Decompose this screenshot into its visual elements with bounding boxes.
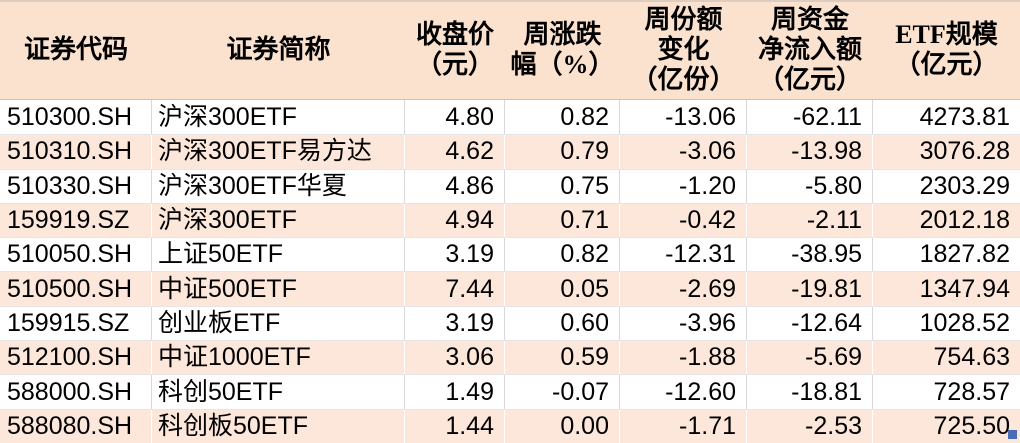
cell-name[interactable]: 创业板ETF xyxy=(152,306,405,341)
table-row: 510500.SH 中证500ETF 7.44 0.05 -2.69 -19.81 1347… xyxy=(0,271,1020,306)
cell-weekly_share_change_100m_units[interactable]: -2.69 xyxy=(620,272,747,306)
table-row: 159919.SZ 沪深300ETF 4.94 0.71 -0.42 -2.11 2012.… xyxy=(0,202,1020,238)
cell-code[interactable]: 510300.SH xyxy=(0,100,152,135)
cell-weekly_net_inflow_100m_yuan[interactable]: -5.80 xyxy=(747,169,873,203)
cell-etf_scale_100m_yuan[interactable]: 754.63 xyxy=(933,343,1010,372)
cell-weekly_share_change_100m_units[interactable]: -1.20 xyxy=(620,169,747,203)
cell-close_price_yuan[interactable]: 1.49 xyxy=(405,375,505,409)
cell-etf_scale_100m_yuan[interactable]: 2012.18 xyxy=(919,206,1010,235)
cell-close_price_yuan[interactable]: 4.80 xyxy=(405,100,505,135)
column-header-name[interactable]: 证券简称 xyxy=(226,34,331,64)
cell-weekly_change_pct[interactable]: 0.05 xyxy=(505,272,620,306)
table-row: 510310.SH 沪深300ETF易方达 4.62 0.79 -3.06 -13.98 3… xyxy=(0,134,1020,169)
cell-name[interactable]: 科创50ETF xyxy=(152,375,405,409)
cell-etf_scale_100m_yuan[interactable]: 725.50 xyxy=(933,411,1010,440)
cell-etf_scale_100m_yuan[interactable]: 728.57 xyxy=(933,377,1010,406)
cell-weekly_change_pct[interactable]: 0.00 xyxy=(505,409,620,443)
cell-name[interactable]: 沪深300ETF易方达 xyxy=(152,135,405,169)
cell-code[interactable]: 510050.SH xyxy=(0,238,152,272)
cell-name[interactable]: 上证50ETF xyxy=(152,238,405,272)
column-header-close-price[interactable]: 收盘价 （元） xyxy=(415,19,494,79)
cell-weekly_change_pct[interactable]: 0.71 xyxy=(505,203,620,238)
table-row: 510300.SH 沪深300ETF 4.80 0.82 -13.06 -62.11 427… xyxy=(0,100,1020,135)
selection-fill-handle-icon[interactable] xyxy=(1008,430,1017,439)
cell-close_price_yuan[interactable]: 3.19 xyxy=(405,238,505,272)
cell-weekly_change_pct[interactable]: 0.79 xyxy=(505,135,620,169)
table-row: 510330.SH 沪深300ETF华夏 4.86 0.75 -1.20 -5.80 230… xyxy=(0,168,1020,203)
cell-etf_scale_100m_yuan[interactable]: 1347.94 xyxy=(919,274,1010,303)
cell-name[interactable]: 中证1000ETF xyxy=(152,341,405,375)
cell-weekly_share_change_100m_units[interactable]: -3.96 xyxy=(620,306,747,341)
cell-weekly_net_inflow_100m_yuan[interactable]: -19.81 xyxy=(747,272,873,306)
cell-code[interactable]: 588080.SH xyxy=(0,409,152,443)
cell-weekly_change_pct[interactable]: 0.82 xyxy=(505,100,620,135)
cell-weekly_net_inflow_100m_yuan[interactable]: -2.53 xyxy=(747,409,873,443)
cell-weekly_share_change_100m_units[interactable]: -0.42 xyxy=(620,203,747,238)
column-header-etf-scale[interactable]: ETF规模 （亿元） xyxy=(894,19,999,79)
cell-code[interactable]: 510500.SH xyxy=(0,272,152,306)
cell-code[interactable]: 510330.SH xyxy=(0,169,152,203)
table-row: 588000.SH 科创50ETF 1.49 -0.07 -12.60 -18.81 728… xyxy=(0,374,1020,409)
cell-etf_scale_100m_yuan[interactable]: 2303.29 xyxy=(919,171,1010,200)
cell-weekly_net_inflow_100m_yuan[interactable]: -5.69 xyxy=(747,341,873,375)
cell-name[interactable]: 沪深300ETF华夏 xyxy=(152,169,405,203)
cell-etf_scale_100m_yuan[interactable]: 4273.81 xyxy=(919,102,1010,131)
column-header-code[interactable]: 证券代码 xyxy=(23,34,128,64)
cell-weekly_change_pct[interactable]: 0.82 xyxy=(505,238,620,272)
cell-weekly_net_inflow_100m_yuan[interactable]: -13.98 xyxy=(747,135,873,169)
cell-name[interactable]: 中证500ETF xyxy=(152,272,405,306)
cell-etf_scale_100m_yuan[interactable]: 1028.52 xyxy=(919,308,1010,337)
column-header-share-change[interactable]: 周份额 变化 （亿份） xyxy=(631,4,736,94)
cell-close_price_yuan[interactable]: 4.86 xyxy=(405,169,505,203)
cell-close_price_yuan[interactable]: 3.19 xyxy=(405,306,505,341)
cell-weekly_net_inflow_100m_yuan[interactable]: -12.64 xyxy=(747,306,873,341)
cell-name[interactable]: 沪深300ETF xyxy=(152,100,405,135)
cell-weekly_net_inflow_100m_yuan[interactable]: -62.11 xyxy=(747,100,873,135)
cell-weekly_net_inflow_100m_yuan[interactable]: -38.95 xyxy=(747,238,873,272)
cell-weekly_share_change_100m_units[interactable]: -13.06 xyxy=(620,100,747,135)
table-row: 510050.SH 上证50ETF 3.19 0.82 -12.31 -38.95 1827… xyxy=(0,237,1020,272)
column-header-net-inflow[interactable]: 周资金 净流入额 （亿元） xyxy=(757,4,862,94)
cell-weekly_share_change_100m_units[interactable]: -3.06 xyxy=(620,135,747,169)
table-row: 588080.SH 科创板50ETF 1.44 0.00 -1.71 -2.53 725.5… xyxy=(0,408,1020,443)
column-header-weekly-change[interactable]: 周涨跌 幅（%） xyxy=(510,19,615,79)
cell-close_price_yuan[interactable]: 4.94 xyxy=(405,203,505,238)
cell-weekly_share_change_100m_units[interactable]: -1.88 xyxy=(620,341,747,375)
cell-etf_scale_100m_yuan[interactable]: 3076.28 xyxy=(919,137,1010,166)
cell-weekly_share_change_100m_units[interactable]: -12.60 xyxy=(620,375,747,409)
table-row: 159915.SZ 创业板ETF 3.19 0.60 -3.96 -12.64 1028.5… xyxy=(0,305,1020,341)
cell-weekly_change_pct[interactable]: 0.60 xyxy=(505,306,620,341)
cell-close_price_yuan[interactable]: 1.44 xyxy=(405,409,505,443)
cell-weekly_change_pct[interactable]: 0.59 xyxy=(505,341,620,375)
cell-weekly_net_inflow_100m_yuan[interactable]: -18.81 xyxy=(747,375,873,409)
cell-name[interactable]: 科创板50ETF xyxy=(152,409,405,443)
table-row: 512100.SH 中证1000ETF 3.06 0.59 -1.88 -5.69 754.… xyxy=(0,340,1020,375)
cell-code[interactable]: 159915.SZ xyxy=(0,306,152,341)
cell-name[interactable]: 沪深300ETF xyxy=(152,203,405,238)
cell-code[interactable]: 588000.SH xyxy=(0,375,152,409)
cell-weekly_change_pct[interactable]: 0.75 xyxy=(505,169,620,203)
table-body: 510300.SH 沪深300ETF 4.80 0.82 -13.06 -62.11 427… xyxy=(0,100,1020,443)
top-edge-divider xyxy=(0,0,1020,2)
cell-code[interactable]: 512100.SH xyxy=(0,341,152,375)
cell-close_price_yuan[interactable]: 7.44 xyxy=(405,272,505,306)
cell-code[interactable]: 159919.SZ xyxy=(0,203,152,238)
cell-weekly_share_change_100m_units[interactable]: -12.31 xyxy=(620,238,747,272)
cell-weekly_net_inflow_100m_yuan[interactable]: -2.11 xyxy=(747,203,873,238)
table-header: 证券代码 证券简称 收盘价 （元） 周涨跌 幅（%） 周份额 变化 （亿份） 周… xyxy=(0,0,1020,100)
cell-close_price_yuan[interactable]: 3.06 xyxy=(405,341,505,375)
cell-weekly_share_change_100m_units[interactable]: -1.71 xyxy=(620,409,747,443)
cell-etf_scale_100m_yuan[interactable]: 1827.82 xyxy=(919,240,1010,269)
cell-weekly_change_pct[interactable]: -0.07 xyxy=(505,375,620,409)
cell-close_price_yuan[interactable]: 4.62 xyxy=(405,135,505,169)
cell-code[interactable]: 510310.SH xyxy=(0,135,152,169)
